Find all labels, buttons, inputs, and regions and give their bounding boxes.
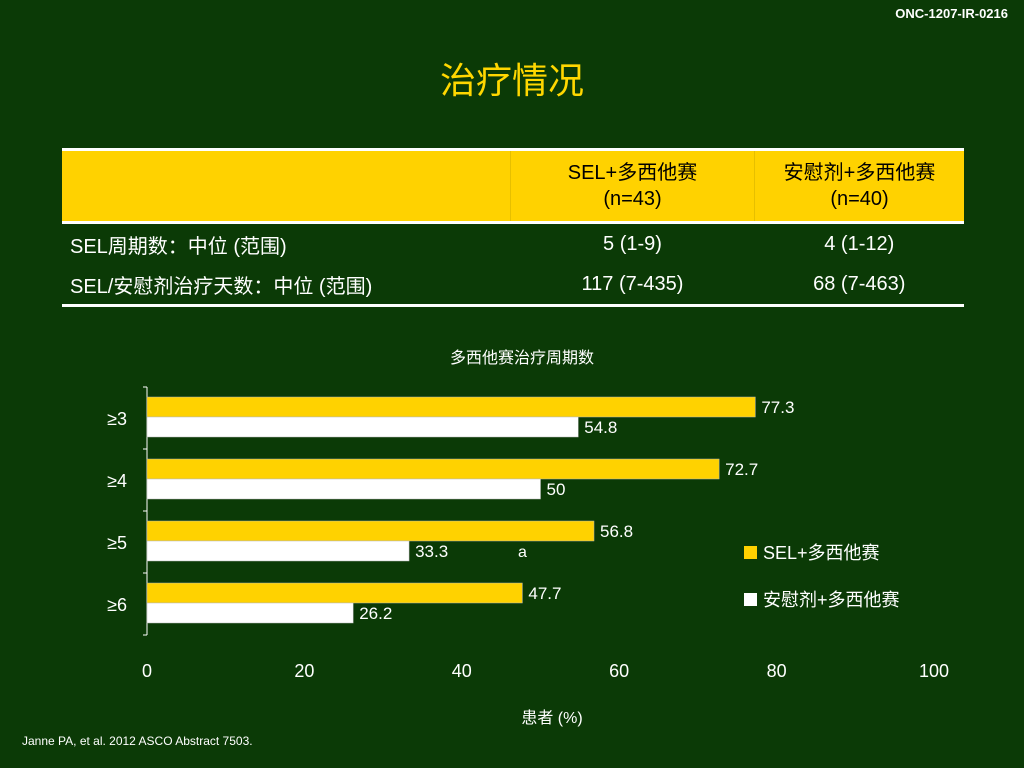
x-tick-label: 60 <box>609 661 629 681</box>
bar-placebo <box>146 416 579 438</box>
cell-value: 117 (7-435) <box>510 264 755 307</box>
table-header-row: SEL+多西他赛 (n=43) 安慰剂+多西他赛 (n=40) <box>62 148 964 224</box>
citation: Janne PA, et al. 2012 ASCO Abstract 7503… <box>22 734 253 748</box>
legend-label: SEL+多西他赛 <box>763 543 880 563</box>
x-tick-label: 0 <box>142 661 152 681</box>
data-label: 72.7 <box>725 460 758 479</box>
bar-sel <box>146 396 756 418</box>
x-axis-label: 患者 (%) <box>521 709 582 727</box>
legend-swatch <box>744 593 757 606</box>
category-label: ≥5 <box>107 533 127 553</box>
header-placebo-name: 安慰剂+多西他赛 <box>783 162 936 184</box>
treatment-summary-table: SEL+多西他赛 (n=43) 安慰剂+多西他赛 (n=40) SEL周期数：中… <box>62 148 964 307</box>
annotation-label: a <box>518 544 527 561</box>
header-sel-name: SEL+多西他赛 <box>567 162 698 184</box>
cell-value: 68 (7-463) <box>754 264 964 307</box>
data-label: 77.3 <box>761 398 794 417</box>
bar-placebo <box>146 602 354 624</box>
category-label: ≥6 <box>107 595 127 615</box>
row-label: SEL周期数：中位 (范围) <box>70 235 287 258</box>
header-placebo-n: (n=40) <box>830 188 889 210</box>
table-header-empty <box>62 148 511 224</box>
x-tick-label: 100 <box>919 661 949 681</box>
bar-placebo <box>146 540 410 562</box>
data-label: 50 <box>547 480 566 499</box>
x-tick-label: 80 <box>767 661 787 681</box>
row-label: SEL/安慰剂治疗天数：中位 (范围) <box>62 264 511 307</box>
category-label: ≥3 <box>107 409 127 429</box>
bar-sel <box>146 520 595 542</box>
table-row: SEL/安慰剂治疗天数：中位 (范围) 117 (7-435) 68 (7-46… <box>62 264 964 307</box>
bar-placebo <box>146 478 541 500</box>
data-label: 54.8 <box>584 418 617 437</box>
page-title: 治疗情况 <box>439 61 584 102</box>
data-label: 47.7 <box>528 584 561 603</box>
data-label: 33.3 <box>415 542 448 561</box>
slide-code: ONC-1207-IR-0216 <box>895 6 1008 21</box>
cell-value: 5 (1-9) <box>603 232 662 255</box>
cell-value: 4 (1-12) <box>824 232 895 255</box>
data-label: 26.2 <box>359 604 392 623</box>
header-sel-n: (n=43) <box>603 188 662 210</box>
category-label: ≥4 <box>107 471 127 491</box>
x-tick-label: 20 <box>294 661 314 681</box>
bar-sel <box>146 458 720 480</box>
x-tick-label: 40 <box>452 661 472 681</box>
table-row: SEL周期数：中位 (范围) 5 (1-9) 4 (1-12) <box>62 223 964 265</box>
bar-sel <box>146 582 523 604</box>
chart-title: 多西他赛治疗周期数 <box>449 350 594 367</box>
table-header-sel: SEL+多西他赛 (n=43) <box>510 148 755 224</box>
legend-swatch <box>744 546 757 559</box>
data-label: 56.8 <box>600 522 633 541</box>
legend-label: 安慰剂+多西他赛 <box>763 590 900 610</box>
table-header-placebo: 安慰剂+多西他赛 (n=40) <box>754 148 964 224</box>
